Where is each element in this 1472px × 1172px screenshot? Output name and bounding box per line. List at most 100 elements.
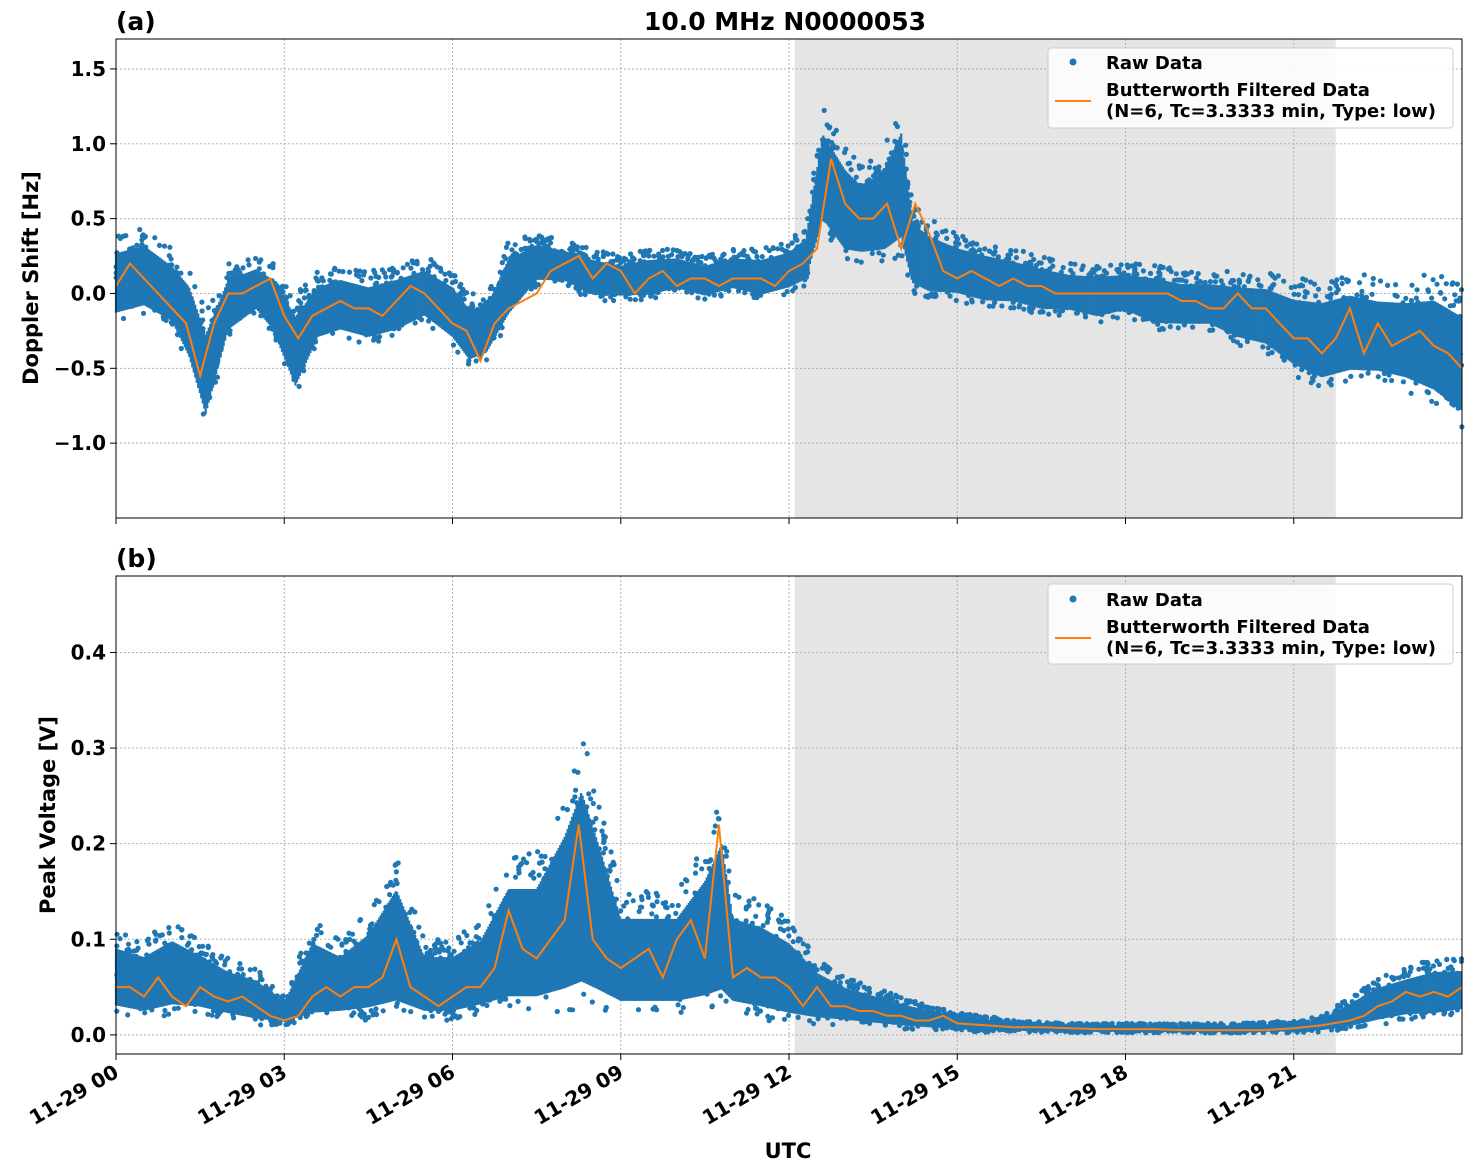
raw-data-point [1175,325,1181,331]
raw-data-point [792,232,798,239]
raw-data-point [473,358,479,364]
raw-data-point [1236,280,1243,286]
raw-data-point [646,253,652,259]
raw-data-point [782,248,788,254]
raw-data-point [226,270,232,276]
raw-data-point [692,254,698,260]
raw-data-point [526,851,532,857]
raw-data-point [368,1008,374,1014]
raw-data-point [1237,342,1244,349]
raw-data-point [1207,279,1213,285]
raw-data-point [314,269,320,275]
raw-data-point [677,249,683,255]
raw-data-point [953,234,960,240]
raw-data-point [1245,278,1252,284]
raw-data-point [178,270,184,276]
raw-data-point [161,1013,167,1019]
raw-data-point [1013,248,1019,254]
raw-data-point [152,235,158,241]
raw-data-point [430,325,436,331]
raw-data-point [1047,258,1054,264]
raw-data-point [826,125,832,131]
raw-data-point [452,278,459,285]
raw-data-point [179,935,185,941]
raw-data-point [1295,292,1301,298]
raw-data-point [487,286,493,292]
raw-data-point [991,251,997,257]
raw-data-point [660,247,666,254]
raw-data-point [1159,325,1165,332]
raw-data-point [881,988,888,994]
raw-data-point [1167,324,1173,330]
raw-data-point [1188,269,1195,275]
raw-data-point [497,333,504,339]
raw-data-point [1333,283,1340,289]
raw-data-point [166,925,172,931]
raw-data-point [827,230,833,237]
raw-data-point [1452,292,1458,298]
raw-data-point [437,265,444,271]
raw-data-point [460,287,466,293]
raw-data-point [1047,266,1053,272]
raw-data-point [1434,958,1440,964]
panel-b-raw-data [114,741,1465,1036]
raw-data-point [384,883,390,890]
raw-data-point [1195,271,1201,277]
raw-data-point [766,248,773,254]
raw-data-point [601,252,607,259]
raw-data-point [588,796,594,802]
raw-data-point [933,230,939,236]
raw-data-point [726,868,732,874]
raw-data-point [320,277,326,283]
raw-data-point [754,254,760,260]
raw-data-point [1421,272,1427,278]
raw-data-point [856,163,862,169]
raw-data-point [892,255,898,261]
raw-data-point [669,252,675,258]
raw-data-point [1439,274,1445,280]
raw-data-point [1298,282,1304,288]
raw-data-point [161,243,168,249]
raw-data-point [1442,296,1448,302]
raw-data-point [192,284,198,290]
raw-data-point [931,219,938,225]
raw-data-point [785,1012,792,1019]
raw-data-point [741,252,747,258]
raw-data-point [400,265,406,271]
raw-data-point [1300,276,1306,282]
raw-data-point [756,902,762,908]
raw-data-point [830,142,836,148]
raw-data-point [770,245,777,251]
raw-data-point [635,1007,642,1013]
raw-data-point [114,943,120,949]
raw-data-point [428,257,434,263]
chart-title: 10.0 MHz N0000053 [644,7,926,36]
raw-data-point [331,267,337,273]
raw-data-point [368,275,374,281]
raw-data-point [579,245,585,251]
raw-data-point [120,315,127,322]
raw-data-point [1329,279,1335,285]
raw-data-point [390,269,396,275]
raw-data-point [1166,265,1173,271]
raw-data-point [1385,282,1391,288]
raw-data-point [196,944,202,950]
raw-data-point [245,257,251,263]
raw-data-point [377,334,383,340]
raw-data-point [781,292,787,298]
raw-data-point [256,266,262,272]
raw-data-point [361,272,367,278]
raw-data-point [638,297,644,303]
raw-data-point [327,271,334,277]
raw-data-point [974,241,980,247]
raw-data-point [503,244,509,250]
y-tick-label: 0.5 [71,207,106,231]
raw-data-point [1229,277,1235,284]
raw-data-point [139,237,145,243]
raw-data-point [258,257,264,263]
raw-data-point [868,158,874,164]
raw-data-point [685,253,691,259]
raw-data-point [578,250,584,256]
raw-data-point [296,383,302,389]
raw-data-point [593,815,599,822]
